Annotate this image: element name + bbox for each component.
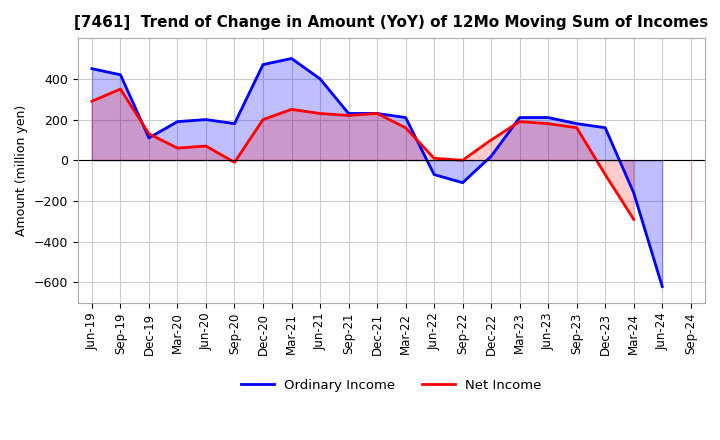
Net Income [173,146,181,151]
Net Income [373,111,382,116]
Ordinary Income [202,117,210,122]
Ordinary Income [572,121,581,126]
Ordinary Income [629,190,638,195]
Net Income [258,117,267,122]
Ordinary Income [145,135,153,140]
Title: [7461]  Trend of Change in Amount (YoY) of 12Mo Moving Sum of Incomes: [7461] Trend of Change in Amount (YoY) o… [74,15,708,30]
Line: Ordinary Income: Ordinary Income [92,59,662,286]
Net Income [116,86,125,92]
Net Income [487,137,495,143]
Net Income [572,125,581,130]
Net Income [544,121,552,126]
Line: Net Income: Net Income [92,89,634,220]
Legend: Ordinary Income, Net Income: Ordinary Income, Net Income [235,373,547,397]
Ordinary Income [315,76,324,81]
Ordinary Income [601,125,610,130]
Net Income [287,107,296,112]
Net Income [601,172,610,177]
Ordinary Income [230,121,239,126]
Ordinary Income [401,115,410,120]
Net Income [88,99,96,104]
Ordinary Income [116,72,125,77]
Net Income [145,131,153,136]
Ordinary Income [544,115,552,120]
Net Income [202,143,210,149]
Y-axis label: Amount (million yen): Amount (million yen) [15,105,28,236]
Ordinary Income [658,284,667,289]
Ordinary Income [88,66,96,71]
Ordinary Income [459,180,467,185]
Net Income [401,125,410,130]
Ordinary Income [258,62,267,67]
Net Income [516,119,524,124]
Ordinary Income [287,56,296,61]
Ordinary Income [173,119,181,124]
Net Income [629,217,638,222]
Ordinary Income [487,154,495,159]
Net Income [230,160,239,165]
Ordinary Income [516,115,524,120]
Net Income [344,113,353,118]
Ordinary Income [344,111,353,116]
Ordinary Income [373,111,382,116]
Net Income [315,111,324,116]
Net Income [459,158,467,163]
Net Income [430,156,438,161]
Ordinary Income [430,172,438,177]
